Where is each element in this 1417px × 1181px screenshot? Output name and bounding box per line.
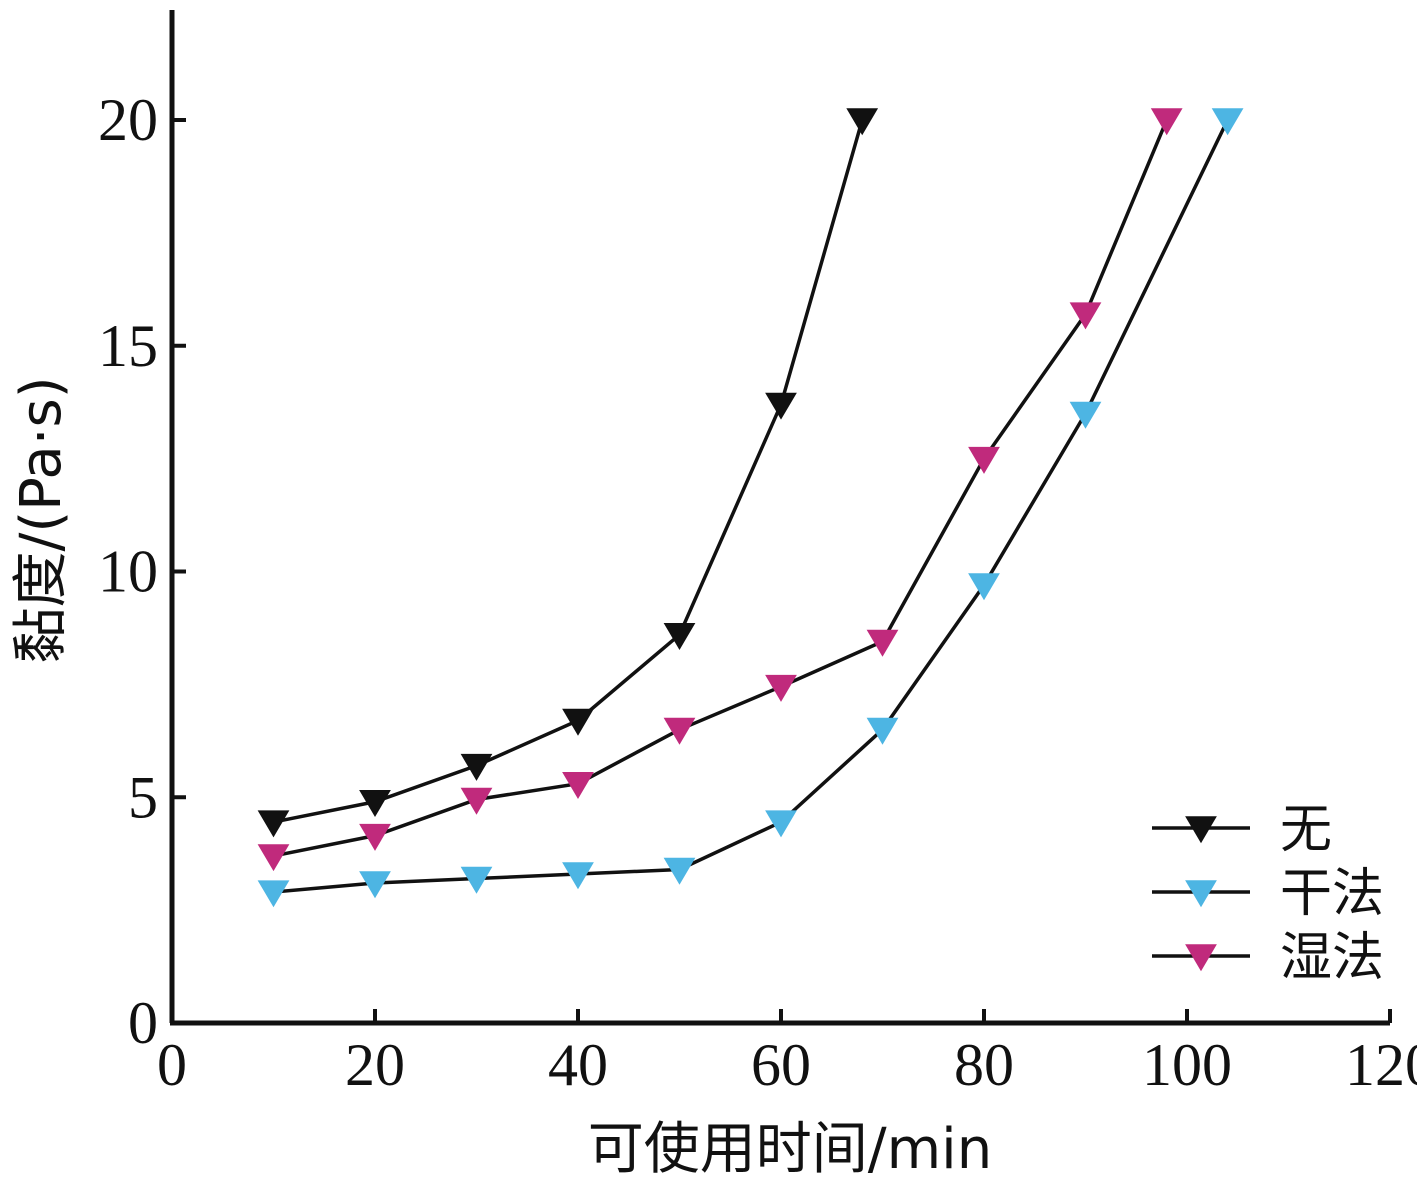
data-point (968, 573, 1000, 601)
legend-item-1: 无 (1152, 800, 1332, 860)
data-point (765, 674, 797, 702)
data-point (968, 446, 1000, 474)
data-point (1150, 108, 1183, 136)
data-point (359, 790, 391, 818)
data-point (1211, 108, 1244, 136)
legend-marker (1185, 880, 1217, 908)
series-3 (257, 108, 1183, 872)
data-point (460, 787, 493, 815)
data-point (359, 823, 391, 851)
data-point (460, 753, 493, 781)
legend-item-2: 干法 (1152, 864, 1384, 924)
data-point (562, 771, 594, 799)
data-point (257, 810, 290, 838)
data-point (866, 629, 899, 657)
data-point (765, 392, 797, 420)
y-tick-label: 10 (98, 539, 158, 605)
data-point (562, 708, 594, 736)
legend-item-3: 湿法 (1152, 928, 1384, 988)
series-line (273, 119, 1230, 894)
data-point (1069, 401, 1102, 429)
x-tick-label: 80 (954, 1032, 1014, 1098)
data-point (460, 866, 493, 894)
series-1 (257, 108, 879, 838)
data-point (663, 857, 696, 885)
axes: 0 20 40 60 80 100 120 0 5 10 15 20 (98, 10, 1417, 1098)
y-tick-label: 0 (128, 990, 158, 1056)
x-tick-label: 20 (345, 1032, 405, 1098)
data-point (257, 844, 290, 872)
y-tick-label: 20 (98, 87, 158, 153)
x-tick-label: 0 (157, 1032, 187, 1098)
data-point (866, 717, 899, 745)
y-axis-title: 黏度/(Pa·s) (9, 376, 74, 663)
legend-label: 无 (1280, 800, 1332, 860)
data-point (359, 871, 391, 899)
series-2 (257, 108, 1244, 908)
legend-marker (1185, 816, 1217, 844)
y-tick-label: 15 (98, 313, 158, 379)
data-point (846, 108, 879, 136)
x-tick-label: 40 (548, 1032, 608, 1098)
data-point (663, 622, 696, 650)
x-tick-label: 60 (751, 1032, 811, 1098)
data-point (765, 810, 797, 838)
x-tick-label: 120 (1345, 1032, 1417, 1098)
legend-marker (1185, 944, 1217, 972)
data-point (257, 880, 290, 908)
series-line (273, 119, 1169, 858)
x-axis-title: 可使用时间/min (588, 1117, 992, 1181)
series-layer (257, 108, 1244, 908)
x-tick-label: 100 (1142, 1032, 1232, 1098)
data-point (663, 717, 696, 745)
data-point (562, 862, 594, 890)
data-point (1069, 302, 1102, 330)
y-tick-label: 5 (128, 764, 158, 830)
legend-label: 干法 (1280, 864, 1384, 924)
legend-label: 湿法 (1280, 928, 1384, 988)
